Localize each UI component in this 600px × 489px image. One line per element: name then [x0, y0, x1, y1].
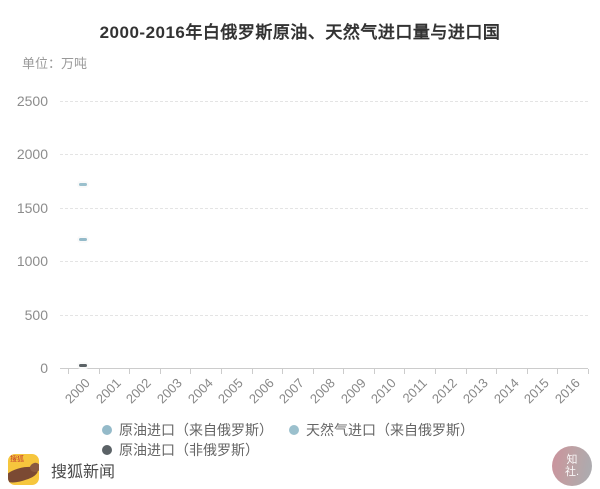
x-axis-tick — [68, 369, 69, 374]
x-axis-tick — [312, 369, 314, 374]
chart-title: 2000-2016年白俄罗斯原油、天然气进口量与进口国 — [99, 23, 501, 42]
gridline-y-1000 — [60, 261, 588, 263]
gridline-y-2500 — [60, 101, 588, 102]
x-axis-tick — [526, 369, 528, 374]
x-axis-tick — [557, 369, 559, 374]
legend-item-2: 原油进口（非俄罗斯） — [102, 441, 259, 458]
x-axis-tick — [282, 369, 284, 374]
unit-label: 单位：万吨 — [22, 56, 88, 71]
legend-label: 原油进口（非俄罗斯） — [119, 441, 259, 458]
x-axis-tick — [98, 369, 100, 374]
y-axis-tick-label: 2500 — [16, 93, 48, 109]
legend-dot-icon — [102, 444, 112, 455]
x-axis-tick — [404, 369, 406, 374]
legend-item-1: 天然气进口（来自俄罗斯） — [289, 421, 474, 438]
y-axis-tick-label: 1500 — [16, 199, 48, 216]
x-axis-tick — [496, 369, 498, 374]
x-axis-line — [60, 368, 588, 369]
footer-brand: 搜狐 搜狐新闻 — [8, 454, 115, 485]
x-axis-tick — [465, 369, 467, 374]
x-axis-tick — [435, 369, 437, 374]
data-point-series-2 — [79, 364, 88, 368]
x-axis-tick — [159, 369, 161, 374]
gridline-y-500 — [60, 314, 588, 316]
footer-brand-label: 搜狐新闻 — [51, 463, 116, 481]
x-axis-tick — [220, 369, 222, 374]
legend-item-0: 原油进口（来自俄罗斯） — [102, 421, 273, 438]
x-axis-tick — [251, 369, 253, 374]
legend-dot-icon — [289, 424, 299, 435]
y-axis-tick-label: 1000 — [16, 253, 48, 270]
x-axis-tick — [588, 369, 589, 374]
y-axis-tick-label: 500 — [24, 306, 48, 323]
gridline-y-1500 — [60, 207, 588, 209]
x-axis-tick — [373, 369, 375, 374]
x-axis-tick — [129, 369, 131, 374]
watermark-char-1: 知 — [566, 454, 578, 466]
x-axis-tick — [190, 369, 192, 374]
legend-dot-icon — [102, 424, 112, 435]
data-point-series-0 — [79, 238, 88, 242]
data-point-series-1 — [79, 182, 88, 186]
gridline-y-2000 — [60, 154, 588, 156]
watermark-stamp-icon: 知 社. — [552, 446, 592, 486]
x-axis-tick — [343, 369, 345, 374]
y-axis-tick-label: 2000 — [16, 146, 48, 163]
chart-legend: 原油进口（来自俄罗斯） 天然气进口（来自俄罗斯） 原油进口（非俄罗斯） — [102, 421, 550, 458]
y-axis-tick-label: 0 — [40, 360, 48, 376]
legend-label: 天然气进口（来自俄罗斯） — [306, 421, 474, 438]
watermark-char-2: 社. — [564, 466, 580, 478]
sohu-icon-chars: 搜狐 — [10, 456, 24, 463]
sohu-news-app-icon: 搜狐 — [8, 454, 39, 485]
legend-label: 原油进口（来自俄罗斯） — [119, 421, 273, 438]
